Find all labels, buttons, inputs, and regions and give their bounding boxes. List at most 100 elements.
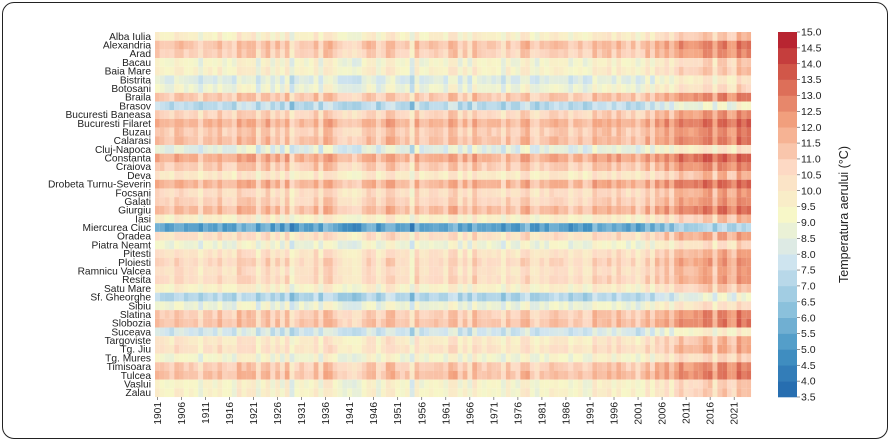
heatmap-cell — [501, 214, 506, 224]
heatmap-cell — [448, 205, 454, 215]
heatmap-cell — [414, 257, 420, 267]
heatmap-cell — [486, 118, 492, 128]
heatmap-cell — [328, 84, 333, 93]
heatmap-cell — [164, 136, 170, 146]
heatmap-cell — [227, 127, 232, 137]
heatmap-cell — [246, 127, 252, 137]
heatmap-cell — [496, 284, 502, 293]
heatmap-cell — [573, 66, 579, 76]
heatmap-cell — [539, 223, 545, 232]
heatmap-cell — [438, 153, 444, 163]
heatmap-cell — [678, 205, 684, 215]
heatmap-cell — [539, 162, 545, 172]
heatmap-cell — [337, 275, 343, 285]
heatmap-cell — [356, 110, 362, 119]
heatmap-cell — [193, 214, 199, 224]
heatmap-cell — [174, 301, 180, 311]
heatmap-cell — [669, 231, 675, 241]
heatmap-cell — [558, 171, 564, 180]
heatmap-cell — [621, 179, 627, 189]
heatmap-cell — [698, 327, 703, 337]
heatmap-cell — [453, 171, 458, 180]
heatmap-cell — [573, 162, 579, 172]
heatmap-cell — [419, 136, 425, 146]
heatmap-cell — [664, 49, 670, 59]
heatmap-cell — [529, 179, 535, 189]
heatmap-cell — [284, 136, 290, 146]
heatmap-cell — [587, 58, 593, 67]
heatmap-cell — [717, 231, 723, 241]
heatmap-cell — [404, 118, 410, 128]
heatmap-cell — [347, 110, 353, 119]
heatmap-cell — [246, 144, 252, 154]
heatmap-cell — [529, 144, 535, 154]
heatmap-cell — [404, 32, 410, 41]
heatmap-cell — [366, 110, 372, 119]
heatmap-cell — [510, 284, 516, 293]
heatmap-cell — [630, 249, 636, 258]
heatmap-cell — [313, 266, 319, 276]
heatmap-cell — [457, 231, 463, 241]
heatmap-cell — [404, 188, 410, 198]
heatmap-cell — [308, 205, 314, 215]
heatmap-cell — [520, 92, 526, 102]
heatmap-cell — [563, 223, 569, 232]
heatmap-cell — [419, 101, 425, 111]
heatmap-cell — [275, 153, 281, 163]
heatmap-cell — [457, 144, 463, 154]
heatmap-cell — [222, 32, 228, 41]
heatmap-cell — [630, 231, 636, 241]
heatmap-cell — [385, 318, 391, 328]
heatmap-cell — [693, 318, 699, 328]
heatmap-cell — [525, 101, 530, 111]
heatmap-cell — [231, 66, 237, 76]
heatmap-cell — [179, 379, 184, 389]
heatmap-cell — [380, 58, 386, 67]
heatmap-cell — [376, 292, 381, 302]
heatmap-cell — [654, 101, 660, 111]
heatmap-cell — [371, 310, 377, 319]
heatmap-cell — [539, 153, 545, 163]
heatmap-cell — [654, 275, 660, 285]
heatmap-cell — [462, 197, 468, 206]
heatmap-cell — [693, 49, 699, 59]
heatmap-cell — [433, 127, 439, 137]
heatmap-cell — [294, 344, 300, 354]
heatmap-cell — [558, 301, 564, 311]
heatmap-cell — [635, 257, 641, 267]
heatmap-cell — [404, 257, 410, 267]
heatmap-cell — [544, 40, 550, 50]
heatmap-cell — [510, 32, 516, 41]
heatmap-cell — [587, 362, 593, 371]
heatmap-cell — [236, 214, 242, 224]
heatmap-cell — [409, 40, 415, 50]
heatmap-cell — [587, 370, 593, 380]
heatmap-cell — [525, 214, 530, 224]
heatmap-cell — [606, 240, 612, 250]
heatmap-cell — [448, 275, 454, 285]
heatmap-cell — [448, 118, 454, 128]
heatmap-cell — [529, 336, 535, 345]
heatmap-cell — [308, 310, 314, 319]
heatmap-cell — [356, 266, 362, 276]
heatmap-cell — [241, 336, 247, 345]
heatmap-cell — [472, 336, 478, 345]
heatmap-cell — [746, 353, 752, 363]
heatmap-cell — [275, 223, 281, 232]
heatmap-cell — [698, 275, 703, 285]
heatmap-cell — [366, 101, 372, 111]
heatmap-cell — [246, 284, 252, 293]
heatmap-cell — [630, 257, 636, 267]
heatmap-cell — [510, 40, 516, 50]
heatmap-cell — [573, 179, 579, 189]
heatmap-cell — [520, 362, 526, 371]
heatmap-cell — [212, 214, 218, 224]
heatmap-cell — [279, 336, 285, 345]
heatmap-cell — [255, 344, 261, 354]
heatmap-cell — [323, 84, 329, 93]
heatmap-cell — [275, 92, 281, 102]
heatmap-cell — [227, 110, 232, 119]
heatmap-cell — [640, 171, 646, 180]
heatmap-cell — [260, 127, 266, 137]
heatmap-cell — [597, 292, 603, 302]
